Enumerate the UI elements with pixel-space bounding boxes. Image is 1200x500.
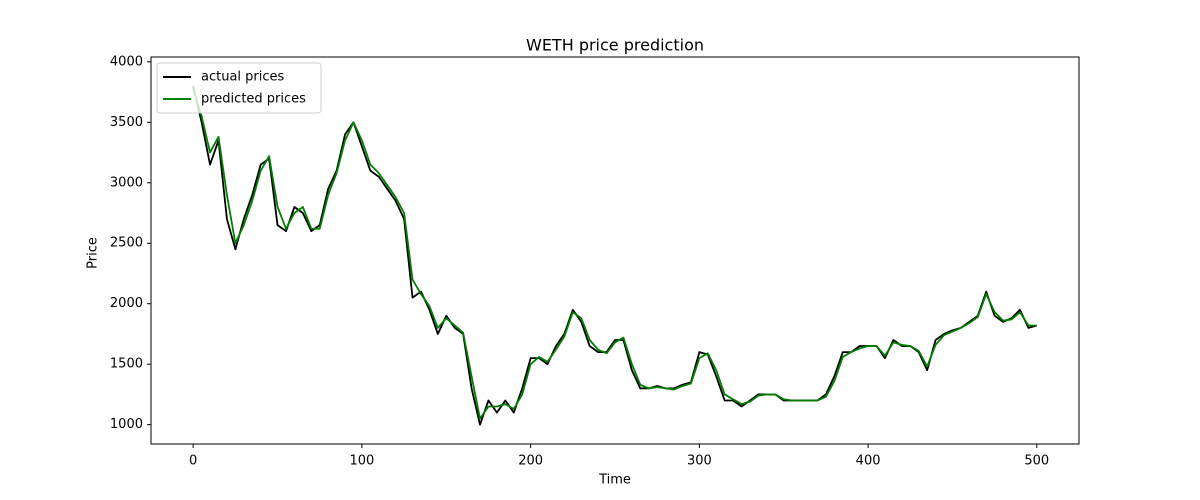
y-tick-label: 2500 — [110, 236, 143, 251]
plot-frame — [150, 56, 1080, 445]
y-tick-label: 1500 — [110, 357, 143, 372]
y-axis-label: Price — [86, 237, 101, 269]
x-axis-label: Time — [598, 473, 631, 488]
y-tick-label: 3000 — [110, 175, 143, 190]
x-tick-label: 200 — [518, 454, 543, 469]
x-tick-label: 400 — [856, 454, 881, 469]
line-series — [192, 85, 1038, 426]
x-tick-label: 100 — [349, 454, 374, 469]
chart-title: WETH price prediction — [526, 36, 704, 55]
y-tick-label: 2000 — [110, 296, 143, 311]
x-tick-label: 0 — [189, 454, 197, 469]
y-tick-label: 3500 — [110, 115, 143, 130]
legend-box — [156, 62, 322, 114]
x-tick-label: 300 — [687, 454, 712, 469]
y-tick-label: 1000 — [110, 417, 143, 432]
y-tick-label: 4000 — [110, 54, 143, 69]
legend-label: predicted prices — [201, 92, 306, 107]
line-series — [192, 88, 1037, 420]
x-tick-label: 500 — [1024, 454, 1049, 469]
legend-label: actual prices — [201, 70, 285, 85]
